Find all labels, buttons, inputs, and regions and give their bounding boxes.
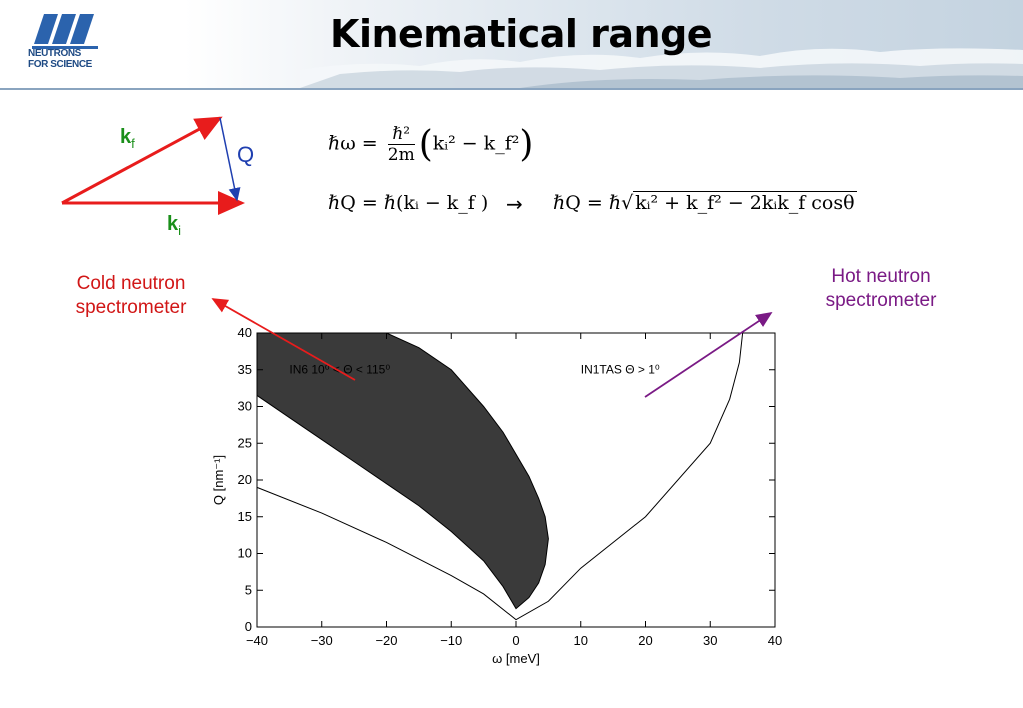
x-tick-label: 30 [703,633,717,648]
y-tick-label: 25 [238,435,252,450]
eq1-body: kᵢ² − k_f² [432,132,520,155]
q-label: Q [237,142,255,167]
page-title: Kinematical range [330,12,713,56]
y-tick-label: 5 [245,582,252,597]
x-tick-label: 10 [574,633,588,648]
x-tick-label: 20 [638,633,652,648]
hot-neutron-label: Hot neutron spectrometer [825,266,937,311]
header-banner: NEUTRONS FOR SCIENCE Kinematical range [0,0,1023,88]
kinematic-range-chart: −40 −30 −20 −10 0 10 20 30 40 0 5 10 15 20 25 30 35 40 ω [… [211,325,782,666]
scattering-vector-diagram [61,116,245,215]
y-tick-label: 40 [238,325,252,340]
y-tick-label: 20 [238,472,252,487]
y-tick-label: 15 [238,509,252,524]
x-tick-label: −10 [440,633,462,648]
logo-text-line2: FOR SCIENCE [28,59,92,70]
x-tick-label: −40 [246,633,268,648]
series-region-in6 [256,332,549,610]
q-magnitude-equation: ℏQ = ℏ√ kᵢ² + k_f² − 2kᵢk_f cosθ [553,191,857,214]
cold-neutron-label: Cold neutron spectrometer [75,273,187,318]
logo-text-line1: NEUTRONS [28,48,81,59]
x-tick-label: 40 [768,633,782,648]
logo-text: NEUTRONS FOR SCIENCE [28,48,118,70]
q-vector [219,117,241,202]
y-axis-label: Q [nm⁻¹] [211,455,226,505]
kf-vector [61,116,223,205]
header-divider [0,88,1023,90]
momentum-transfer-equation: ℏQ = ℏ(kᵢ − k_f ) [328,192,489,214]
ill-logo-icon [32,14,98,49]
header-mountain-decoration [300,48,1023,88]
in6-annotation: IN6 10⁰ < Θ < 115⁰ [289,362,390,376]
y-tick-label: 35 [238,362,252,377]
x-tick-label: −20 [375,633,397,648]
x-tick-label: −30 [311,633,333,648]
y-tick-label: 10 [238,546,252,561]
ki-label: ki [167,213,182,238]
implies-arrow-icon: → [506,192,523,216]
in1tas-annotation: IN1TAS Θ > 1⁰ [581,362,660,376]
x-axis-label: ω [meV] [492,651,540,666]
x-tick-label: 0 [512,633,519,648]
y-tick-label: 30 [238,399,252,414]
energy-transfer-equation: ℏω = ℏ² 2m (kᵢ² − k_f²) [328,124,534,165]
y-tick-label: 0 [245,619,252,634]
kf-label: kf [120,126,135,151]
